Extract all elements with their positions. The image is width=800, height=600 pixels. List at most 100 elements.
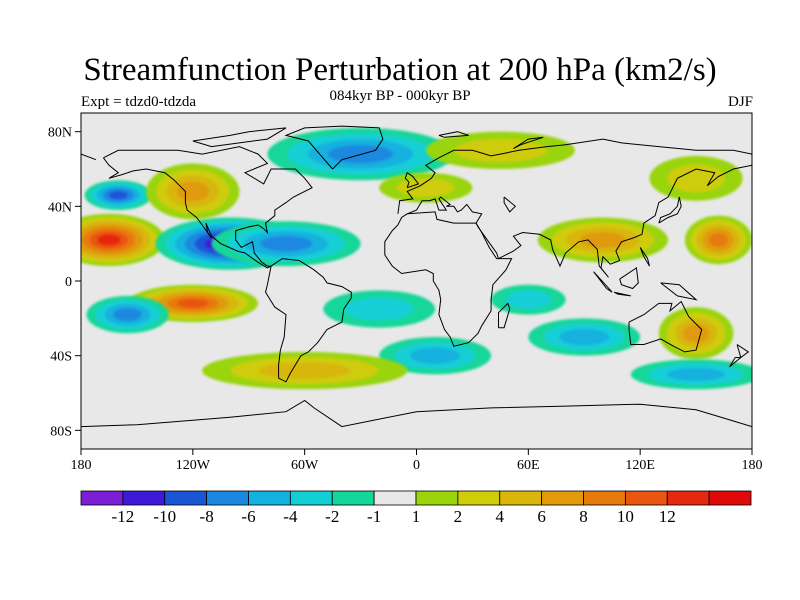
experiment-label: Expt = tdzd0-tdzda [81, 94, 197, 110]
field-anomaly [684, 215, 752, 265]
field-anomaly [86, 295, 169, 334]
colorbar: -12 -10 -8 -6 -4 -2 -1 1 2 4 6 8 10 12 [80, 490, 752, 526]
colorbar-swatch [541, 490, 584, 506]
field-anomaly [658, 307, 734, 360]
field-anomaly [630, 359, 752, 390]
y-tick-label: 80S [50, 424, 72, 439]
coastline [192, 127, 287, 148]
coastline [264, 258, 352, 383]
colorbar-label: -10 [153, 507, 176, 526]
plot-title: Streamfunction Perturbation at 200 hPa (… [83, 52, 717, 88]
colorbar-swatch [708, 490, 752, 506]
field-anomaly [211, 221, 361, 267]
coastline [593, 271, 613, 293]
plot-subtitle: 084kyr BP - 000kyr BP [329, 88, 471, 104]
colorbar-label: -4 [283, 507, 298, 526]
field-anomaly [81, 213, 165, 267]
coastline [407, 164, 752, 278]
coastline [658, 196, 682, 224]
y-tick-label: 80N [48, 126, 72, 141]
colorbar-label: -2 [325, 507, 339, 526]
season-label: DJF [727, 94, 753, 110]
coastline [384, 211, 513, 347]
colorbar-label: 8 [579, 507, 588, 526]
field-contour-fill [505, 290, 552, 309]
field-contour-fill [559, 328, 610, 346]
colorbar-label: -6 [241, 507, 255, 526]
colorbar-label: -1 [367, 507, 381, 526]
field-contour-fill [708, 233, 729, 247]
colorbar-swatch [331, 490, 375, 506]
coastline [498, 302, 511, 329]
coastlines [81, 125, 752, 428]
field-anomaly [202, 351, 408, 390]
field-anomaly [528, 318, 641, 356]
field-contour-fill [259, 362, 351, 379]
field-anomaly [537, 217, 669, 263]
x-tick-label: 60W [291, 458, 319, 473]
coastline [736, 344, 750, 359]
coastline [81, 399, 752, 428]
colorbar-swatch [248, 490, 291, 506]
colorbar-label: 12 [659, 507, 676, 526]
colorbar-label: 4 [496, 507, 505, 526]
colorbar-label: 6 [537, 507, 546, 526]
field-contour-fill [683, 324, 710, 343]
field-layer [81, 127, 752, 390]
field-contour-fill [177, 298, 209, 308]
x-axis: 180 120W 60W 0 60E 120E 180 [71, 449, 763, 473]
field-contour-fill [667, 367, 726, 381]
y-tick-label: 40S [50, 350, 72, 365]
colorbar-label: 10 [617, 507, 634, 526]
x-tick-label: 120E [625, 458, 655, 473]
colorbar-swatch [666, 490, 710, 506]
y-tick-label: 40N [48, 200, 72, 215]
colorbar-swatch [624, 490, 668, 506]
coastline [639, 247, 650, 267]
coastline [438, 131, 469, 138]
coastline [729, 357, 743, 368]
colorbar-swatch [499, 490, 543, 506]
field-contour-fill [410, 347, 460, 364]
x-tick-label: 120W [176, 458, 211, 473]
field-contour-fill [97, 234, 121, 246]
field-anomaly [379, 172, 473, 203]
colorbar-swatch [122, 490, 166, 506]
y-axis: 80N 40N 0 40S 80S [48, 126, 81, 439]
colorbar-label: -8 [200, 507, 214, 526]
field-anomaly [323, 290, 436, 328]
field-anomaly [425, 131, 575, 169]
colorbar-swatch [583, 490, 626, 506]
field-contour-fill [344, 297, 414, 321]
colorbar-swatch [80, 490, 124, 506]
colorbar-swatch [373, 490, 417, 506]
field-contour-fill [454, 138, 547, 162]
field-anomaly [146, 163, 240, 220]
coastline [503, 196, 517, 213]
x-tick-label: 180 [71, 458, 92, 473]
field-anomaly [649, 155, 743, 201]
coastline [613, 291, 631, 297]
colorbar-swatch [289, 490, 333, 506]
field-anomaly [84, 180, 152, 211]
coastline [628, 300, 703, 353]
colorbar-swatch [415, 490, 459, 506]
coastline [397, 138, 752, 214]
colorbar-swatch [164, 490, 208, 506]
coastline [660, 282, 698, 301]
y-tick-label: 0 [65, 275, 72, 290]
coastline [513, 136, 544, 149]
coastline [284, 125, 384, 170]
coastline [619, 267, 639, 290]
colorbar-label: 2 [454, 507, 463, 526]
field-anomaly [379, 337, 492, 375]
field-anomaly [491, 284, 566, 315]
coastline [404, 171, 420, 189]
field-contour-fill [260, 235, 312, 252]
field-contour-fill [176, 181, 210, 202]
colorbar-label: -12 [112, 507, 135, 526]
coastline [81, 153, 97, 161]
colorbar-swatch [206, 490, 249, 506]
field-contour-fill [397, 178, 455, 197]
